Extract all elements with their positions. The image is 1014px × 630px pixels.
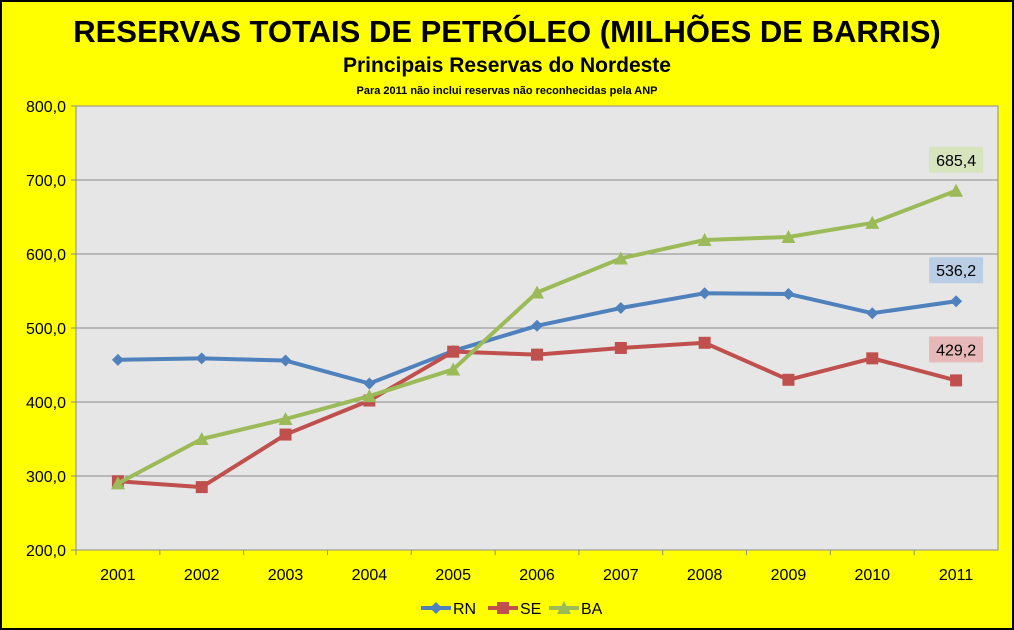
y-tick-label: 400,0 bbox=[26, 395, 66, 412]
data-point bbox=[613, 251, 628, 265]
data-point bbox=[531, 319, 543, 332]
data-point bbox=[614, 341, 627, 354]
x-tick-label: 2008 bbox=[687, 567, 723, 584]
data-point bbox=[698, 336, 711, 349]
data-point bbox=[279, 428, 292, 441]
legend-item-ba: BA bbox=[549, 601, 603, 618]
data-point bbox=[363, 377, 376, 390]
data-point bbox=[614, 302, 627, 315]
data-point bbox=[949, 183, 964, 197]
data-label-rn: 536,2 bbox=[929, 257, 984, 284]
data-label-se: 429,2 bbox=[929, 336, 984, 363]
data-point bbox=[531, 348, 543, 361]
x-tick-label: 2005 bbox=[435, 567, 471, 584]
data-label-box bbox=[929, 336, 984, 363]
y-tick-label: 800,0 bbox=[26, 99, 66, 116]
data-point bbox=[195, 481, 208, 494]
data-point bbox=[110, 476, 125, 490]
data-point bbox=[530, 285, 544, 299]
x-tick-label: 2007 bbox=[603, 567, 639, 584]
data-point bbox=[866, 307, 879, 320]
data-point bbox=[111, 353, 124, 366]
chart-title: RESERVAS TOTAIS DE PETRÓLEO (MILHÕES DE … bbox=[73, 14, 941, 49]
data-label-text: 536,2 bbox=[936, 263, 976, 280]
legend-label: RN bbox=[453, 601, 476, 618]
data-point bbox=[430, 602, 442, 614]
x-tick-label: 2002 bbox=[184, 567, 220, 584]
x-tick-label: 2001 bbox=[100, 567, 136, 584]
x-tick-label: 2011 bbox=[939, 567, 974, 584]
data-label-text: 685,4 bbox=[936, 153, 976, 170]
data-point bbox=[865, 215, 880, 229]
data-label-box bbox=[929, 257, 984, 284]
data-label-ba: 685,4 bbox=[929, 146, 984, 173]
data-point bbox=[950, 374, 963, 387]
chart-note: Para 2011 não inclui reservas não reconh… bbox=[356, 85, 658, 97]
y-tick-label: 600,0 bbox=[26, 247, 66, 264]
data-point bbox=[446, 362, 461, 376]
data-point bbox=[557, 601, 571, 614]
data-label-box bbox=[929, 146, 984, 173]
x-tick-label: 2010 bbox=[854, 567, 890, 584]
legend-item-rn: RN bbox=[421, 601, 476, 618]
data-point bbox=[195, 352, 208, 365]
data-point bbox=[866, 352, 879, 365]
legend-item-se: SE bbox=[488, 601, 541, 618]
data-point bbox=[497, 602, 509, 614]
data-point bbox=[782, 373, 795, 386]
y-tick-label: 500,0 bbox=[26, 321, 66, 338]
chart-subtitle: Principais Reservas do Nordeste bbox=[343, 54, 671, 77]
y-tick-label: 300,0 bbox=[26, 469, 66, 486]
x-tick-label: 2006 bbox=[519, 567, 555, 584]
data-point bbox=[279, 354, 292, 367]
data-point bbox=[362, 389, 377, 403]
data-point bbox=[698, 287, 711, 300]
legend-label: SE bbox=[520, 601, 541, 618]
data-point bbox=[278, 412, 293, 426]
data-point bbox=[194, 432, 209, 445]
data-point bbox=[782, 287, 795, 300]
y-tick-label: 700,0 bbox=[26, 173, 66, 190]
data-point bbox=[697, 232, 712, 246]
x-tick-label: 2003 bbox=[268, 567, 304, 584]
y-tick-label: 200,0 bbox=[26, 543, 66, 560]
x-tick-label: 2009 bbox=[771, 567, 807, 584]
legend-label: BA bbox=[581, 601, 603, 618]
data-label-text: 429,2 bbox=[936, 342, 976, 359]
data-point bbox=[950, 295, 963, 308]
data-point bbox=[781, 229, 796, 243]
x-tick-label: 2004 bbox=[352, 567, 388, 584]
data-point bbox=[447, 345, 460, 358]
